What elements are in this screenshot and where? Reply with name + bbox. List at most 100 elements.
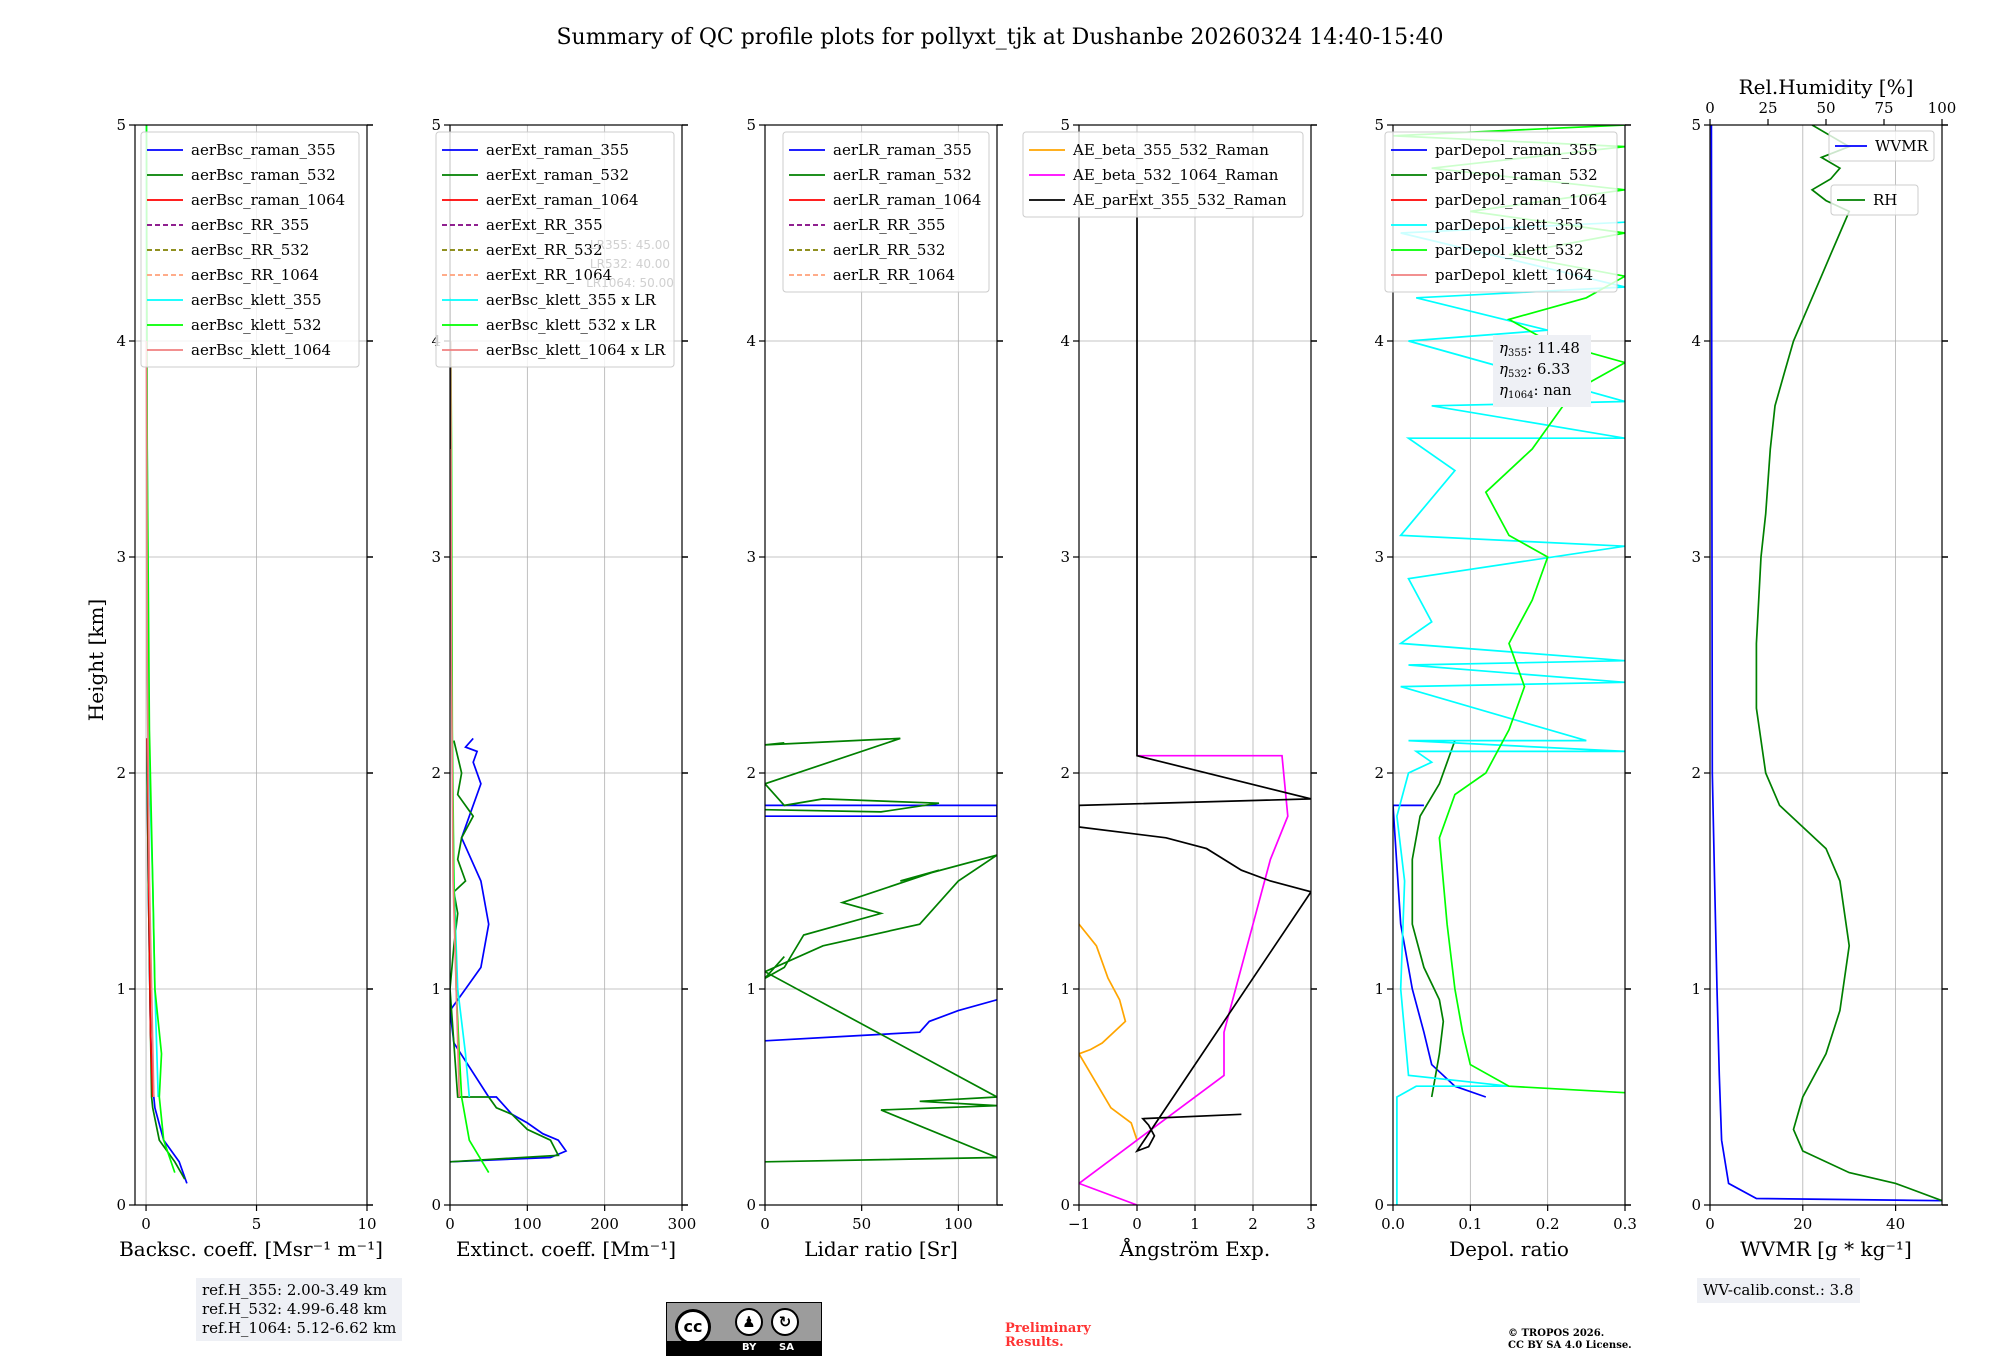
- cc-strip: [667, 1341, 821, 1355]
- panel-6: 0 20 40 0 1 2 3 4 5 WVMR [g * kg⁻¹] 0 25 50 75 100 Rel.…: [1691, 75, 1956, 1261]
- copyright-note: © TROPOS 2026. CC BY SA 4.0 License.: [1508, 1328, 1632, 1352]
- x-tick-label: 10: [357, 1215, 376, 1233]
- x-axis-label: Backsc. coeff. [Msr⁻¹ m⁻¹]: [119, 1237, 383, 1261]
- eta-subscript: 532: [1508, 369, 1527, 380]
- y-tick-label: 2: [1691, 764, 1701, 782]
- legend-entry-aerext-raman-355: aerExt_raman_355: [486, 141, 629, 159]
- legend-entry-aerbsc-klett-1064: aerBsc_klett_1064: [191, 341, 331, 359]
- cc-sa-label: SA: [779, 1342, 794, 1353]
- legend-entry-wvmr: WVMR: [1875, 137, 1929, 155]
- legend-entry-aerext-raman-1064: aerExt_raman_1064: [486, 191, 639, 209]
- legend-entry-rh: RH: [1873, 191, 1897, 209]
- preliminary-line-2: Results.: [1005, 1335, 1064, 1350]
- legend-entry-aerlr-rr-1064: aerLR_RR_1064: [833, 266, 955, 284]
- y-tick-label: 3: [746, 548, 756, 566]
- eta-value: : 6.33: [1527, 360, 1570, 378]
- y-tick-label: 1: [1374, 980, 1384, 998]
- x-tick-label: 0: [1705, 1215, 1715, 1233]
- legend-entry-ae-beta-532-1064-raman: AE_beta_532_1064_Raman: [1072, 166, 1279, 184]
- legend-entry-aerext-rr-532: aerExt_RR_532: [486, 241, 603, 259]
- x-tick-label: 0: [760, 1215, 770, 1233]
- legend-entry-aerbsc-raman-355: aerBsc_raman_355: [191, 141, 336, 159]
- x-tick-label: 40: [1886, 1215, 1905, 1233]
- series-line-extra: [765, 804, 997, 818]
- wv-calib-box: WV-calib.const.: 3.8: [1697, 1278, 1860, 1303]
- x-tick-label: 200: [590, 1215, 619, 1233]
- legend-entry-pardepol-klett-355: parDepol_klett_355: [1435, 216, 1584, 234]
- eta-value: : nan: [1533, 381, 1571, 399]
- copyright-line-1: © TROPOS 2026.: [1508, 1328, 1605, 1339]
- legend-entry-pardepol-raman-1064: parDepol_raman_1064: [1435, 191, 1607, 209]
- x-tick-label: 0: [141, 1215, 151, 1233]
- top-tick-label: 25: [1758, 99, 1777, 117]
- copyright-line-2: CC BY SA 4.0 License.: [1508, 1340, 1632, 1351]
- eta-subscript: 1064: [1508, 390, 1533, 401]
- legend-entry-pardepol-klett-532: parDepol_klett_532: [1435, 241, 1584, 259]
- legend-entry-aerbsc-klett-355-x-lr: aerBsc_klett_355 x LR: [486, 291, 657, 309]
- series-line-wvmr: [1710, 125, 1942, 1202]
- y-tick-label: 4: [116, 332, 126, 350]
- y-tick-label: 4: [1691, 332, 1701, 350]
- legend-overlay-lr: LR355: 45.00: [590, 238, 670, 252]
- y-tick-label: 3: [1691, 548, 1701, 566]
- legend-entry-aerlr-raman-532: aerLR_raman_532: [833, 166, 972, 184]
- series-line-aerext-raman-355: [450, 737, 568, 1163]
- y-tick-label: 2: [116, 764, 126, 782]
- top-tick-label: 75: [1874, 99, 1893, 117]
- legend-entry-ae-beta-355-532-raman: AE_beta_355_532_Raman: [1072, 141, 1269, 159]
- x-tick-label: 20: [1793, 1215, 1812, 1233]
- series-line-rh: [1755, 125, 1942, 1202]
- ref-height-1064: ref.H_1064: 5.12-6.62 km: [202, 1319, 397, 1337]
- top-tick-label: 50: [1816, 99, 1835, 117]
- y-tick-label: 5: [1691, 116, 1701, 134]
- legend-entry-aerbsc-rr-355: aerBsc_RR_355: [191, 216, 309, 234]
- series-line-aerlr-raman-532: [765, 854, 997, 1163]
- y-tick-label: 1: [1691, 980, 1701, 998]
- ref-height-532: ref.H_532: 4.99-6.48 km: [202, 1300, 387, 1318]
- series-line-ae-beta-532-1064-raman: [1079, 754, 1289, 1205]
- x-tick-label: 1: [1190, 1215, 1200, 1233]
- series-line-aerext-raman-532: [450, 740, 560, 1163]
- series-line-aerbsc-klett-1064: [145, 340, 155, 1098]
- x-tick-label: 0: [445, 1215, 455, 1233]
- plot-frame: [134, 124, 368, 1206]
- legend-entry-aerbsc-raman-532: aerBsc_raman_532: [191, 166, 336, 184]
- legend-entry-aerbsc-rr-532: aerBsc_RR_532: [191, 241, 309, 259]
- eta-annotation-line: η355: 11.48: [1499, 339, 1580, 359]
- x-tick-label: 100: [944, 1215, 973, 1233]
- y-tick-label: 5: [116, 116, 126, 134]
- series-line-ae-beta-355-532-raman: [1079, 923, 1138, 1141]
- plot-frame: [764, 124, 998, 1206]
- y-tick-label: 3: [1060, 548, 1070, 566]
- legend-entry-aerext-raman-532: aerExt_raman_532: [486, 166, 629, 184]
- legend-entry-aerbsc-klett-1064-x-lr: aerBsc_klett_1064 x LR: [486, 341, 666, 359]
- y-tick-label: 5: [1060, 116, 1070, 134]
- y-tick-label: 0: [1374, 1196, 1384, 1214]
- top-axis-label: Rel.Humidity [%]: [1739, 75, 1914, 99]
- y-tick-label: 0: [746, 1196, 756, 1214]
- y-tick-label: 0: [1691, 1196, 1701, 1214]
- x-axis-label: Extinct. coeff. [Mm⁻¹]: [456, 1237, 676, 1261]
- y-tick-label: 3: [116, 548, 126, 566]
- x-axis-label: Depol. ratio: [1449, 1237, 1569, 1261]
- series-line-extra: [765, 737, 940, 813]
- x-tick-label: −1: [1068, 1215, 1090, 1233]
- x-tick-label: 5: [252, 1215, 262, 1233]
- sa-share-alike-icon: ↻: [771, 1308, 799, 1336]
- y-tick-label: 1: [431, 980, 441, 998]
- x-tick-label: 50: [852, 1215, 871, 1233]
- panel-2: 0100200300012345Extinct. coeff. [Mm⁻¹]ae…: [431, 116, 696, 1261]
- plot-frame: [1709, 124, 1943, 1206]
- x-tick-label: 300: [668, 1215, 697, 1233]
- legend-box: [1384, 131, 1618, 293]
- x-tick-label: 100: [513, 1215, 542, 1233]
- eta-symbol: η: [1499, 339, 1508, 357]
- x-axis-label: WVMR [g * kg⁻¹]: [1740, 1237, 1912, 1261]
- legend-entry-aerlr-rr-355: aerLR_RR_355: [833, 216, 945, 234]
- x-tick-label: 0.0: [1381, 1215, 1405, 1233]
- y-tick-label: 5: [1374, 116, 1384, 134]
- plot-frame: [1392, 124, 1626, 1206]
- eta-value: : 11.48: [1527, 339, 1580, 357]
